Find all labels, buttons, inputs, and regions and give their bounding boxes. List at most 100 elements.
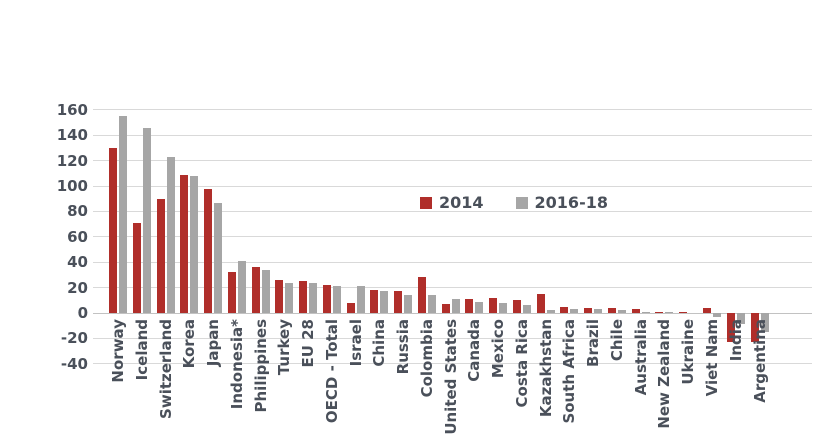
gridline-60 [93,236,812,238]
x-axis-label-text-colombia: Colombia [417,319,436,398]
bar-2014-mexico [489,297,498,313]
x-axis-label-text-new-zealand: New Zealand [655,319,674,429]
gridline--40 [93,363,812,365]
bar-2016-18-norway [119,116,127,313]
bar-2014-brazil [584,307,593,313]
legend-item-2014: 2014 [420,193,484,212]
y-axis-label-120: 120 [56,151,88,170]
x-axis-label-text-australia: Australia [631,319,650,396]
bar-2014-new-zealand [655,311,664,313]
x-axis-label-text-ukraine: Ukraine [679,319,698,385]
bar-2016-18-eu-28 [309,282,318,313]
bar-2016-18-costa-rica [522,305,531,313]
bar-2016-18-india [736,313,745,325]
bar-2016-18-iceland [142,127,151,313]
y-axis-label-20: 20 [67,278,88,297]
bar-2016-18-indonesia [237,260,246,313]
bar-2016-18-colombia [427,295,436,313]
x-axis-label-text-viet-nam: Viet Nam [703,319,721,397]
gridline-20 [93,287,812,289]
bar-2016-18-switzerland [166,156,175,313]
bar-2016-18-kazakhstan [546,310,555,313]
x-axis-label-text-norway: Norway [109,319,127,383]
x-axis-label-text-kazakhstan: Kazakhstan [536,319,555,418]
bar-2014-eu-28 [299,281,308,313]
x-axis-label-text-china: China [370,319,389,367]
bar-2016-18-israel [356,286,365,313]
bar-2014-israel [346,302,355,313]
bar-2014-canada [465,299,474,313]
bar-2016-18-new-zealand [665,311,674,313]
bar-2014-colombia [417,277,426,313]
bar-2016-18-china [380,291,389,313]
y-axis-label-60: 60 [67,227,88,246]
gridline-160 [93,109,812,111]
gridline-0 [93,312,812,314]
bar-2016-18-canada [475,301,484,313]
bar-2014-oecd-total [322,285,331,313]
x-axis-label-text-oecd-total: OECD - Total [322,319,341,424]
bar-2014-japan [204,188,213,313]
bar-2014-ukraine [679,311,688,313]
x-axis-label-text-japan: Japan [204,319,223,367]
bar-2016-18-south-africa [570,309,579,313]
x-axis-label-text-switzerland: Switzerland [156,319,175,419]
bar-2016-18-australia [641,311,650,313]
legend-label-2016-18: 2016-18 [534,193,608,212]
x-axis-label-text-chile: Chile [607,319,626,362]
bar-2016-18-argentina [760,313,769,333]
x-axis-label-text-united-states: United States [441,319,460,435]
gridline-100 [93,185,812,187]
bar-2014-india [726,313,735,343]
bar-2014-iceland [132,222,141,313]
gridline-40 [93,261,812,263]
x-axis-label-text-eu-28: EU 28 [299,319,318,368]
bar-2014-indonesia [227,272,236,313]
gridline-120 [93,160,812,162]
y-axis-label-140: 140 [56,126,88,145]
bar-2014-viet-nam [703,307,711,313]
x-axis-label-text-russia: Russia [394,319,413,375]
legend-label-2014: 2014 [439,193,484,212]
bar-2014-costa-rica [512,300,521,313]
bar-2014-united-states [441,304,450,313]
bar-2016-18-chile [617,310,626,313]
x-axis-label-text-israel: Israel [346,319,365,367]
x-axis-label-text-canada: Canada [465,319,484,382]
x-axis-label-text-turkey: Turkey [275,319,294,376]
y-axis-label-100: 100 [56,177,88,196]
bar-2016-18-viet-nam [713,313,721,317]
bar-2016-18-united-states [451,299,460,313]
x-axis-label-text-brazil: Brazil [584,319,603,367]
bar-2014-china [370,290,379,313]
bar-2014-south-africa [560,306,569,313]
bar-2014-turkey [275,280,284,313]
bar-2014-russia [394,291,403,313]
bar-2016-18-philippines [261,269,270,313]
gridline-80 [93,210,812,212]
bar-2014-argentina [750,313,759,343]
bar-2014-australia [631,309,640,313]
x-axis-label-text-indonesia: Indonesia* [227,319,246,410]
y-axis-label--20: -20 [60,329,88,348]
bar-2014-korea [180,174,189,313]
bar-2016-18-korea [190,175,199,313]
legend: 2014 2016-18 [420,193,608,212]
x-axis-label-text-iceland: Iceland [132,319,151,381]
bar-2014-chile [607,307,616,313]
x-axis-label-text-philippines: Philippines [251,319,270,413]
x-axis-label-text-korea: Korea [180,319,199,369]
bar-2016-18-oecd-total [332,286,341,313]
bar-2014-norway [109,148,117,313]
x-axis-label-text-mexico: Mexico [489,319,508,379]
gridline-140 [93,134,812,136]
x-axis-label-text-argentina: Argentina [750,319,769,403]
bar-2016-18-turkey [285,282,294,313]
bar-2016-18-russia [404,295,413,313]
x-axis-label-text-costa-rica: Costa Rica [512,319,531,408]
y-axis-label-0: 0 [77,304,88,322]
gridline--20 [93,337,812,339]
y-axis-label-160: 160 [56,100,88,119]
legend-item-2016-18: 2016-18 [515,193,608,212]
